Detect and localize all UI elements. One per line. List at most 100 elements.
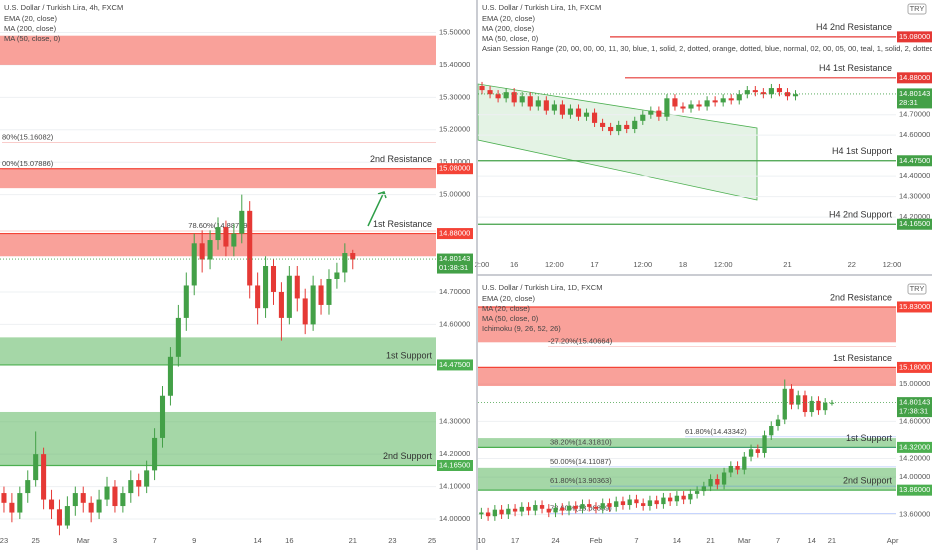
candle-body [728, 98, 734, 101]
y-tick-label: 15.10000 [439, 157, 470, 166]
currency: TRY [910, 284, 925, 293]
price-tag-label: 15.08000 [899, 32, 930, 41]
candle-body [294, 275, 300, 299]
candle-body [744, 90, 750, 95]
x-tick-label: 14 [673, 536, 681, 545]
candle-body [721, 472, 727, 485]
candle-body [654, 500, 659, 505]
zone [0, 411, 436, 466]
price-tag [897, 155, 932, 167]
candle-body [802, 395, 808, 413]
candle-body [88, 502, 94, 513]
price-tag [897, 301, 932, 313]
candle-body [167, 356, 173, 396]
candle-body [128, 480, 134, 494]
candle-body [310, 285, 316, 325]
x-tick-label: 24 [551, 536, 559, 545]
candle-body [708, 478, 713, 487]
candle-body [17, 493, 23, 513]
candle-body [823, 402, 828, 411]
level-label: H4 2nd Resistance [816, 22, 892, 32]
annotation: -27.20%(15.40664) [548, 336, 613, 345]
y-tick-label: 14.00000 [439, 514, 470, 523]
x-tick-label: 12:00 [545, 260, 564, 269]
indicator: Asian Session Range (20, 00, 00, 00, 11,… [482, 44, 932, 53]
y-tick-label: 15.50000 [439, 27, 470, 36]
x-tick-label: 21 [783, 260, 791, 269]
price-tag [897, 218, 932, 230]
zone [0, 168, 436, 189]
candle-body [64, 506, 70, 526]
x-tick-label: 17 [590, 260, 598, 269]
candle-body [506, 508, 511, 515]
price-tag-label: 13.86000 [899, 485, 930, 494]
candle-body [647, 500, 653, 506]
candle-body [255, 285, 261, 309]
candle-body [796, 395, 801, 405]
currency-badge [907, 283, 927, 295]
candle-body [104, 486, 110, 500]
candle-body [755, 449, 760, 453]
candle-body [762, 435, 767, 453]
candle-body [334, 272, 340, 279]
panels: 14.00000 14.10000 14.20000 14.30000 14.60000… [0, 3, 932, 545]
candle-body [715, 478, 720, 485]
x-tick-label: 23 [388, 536, 396, 545]
candle-body [600, 122, 606, 127]
candle-body [792, 94, 799, 97]
candle-body [641, 503, 646, 506]
annotation: 78.60%(14.88799) [188, 221, 250, 230]
y-tick-label: 15.30000 [439, 92, 470, 101]
y-tick-label: 14.60000 [899, 130, 930, 139]
last-price: 14.80143 [899, 89, 930, 98]
candle-body [487, 90, 493, 95]
zone [478, 367, 896, 387]
price-tag [897, 397, 932, 418]
last-price: 14.80143 [439, 254, 470, 263]
x-tick-label: Mar [77, 536, 90, 545]
indicator: MA (50, close, 0) [4, 34, 61, 43]
candle-body [782, 388, 787, 420]
candle-body [546, 508, 551, 513]
candle-body [479, 512, 484, 515]
candle-body [152, 437, 158, 471]
candle-body [656, 110, 662, 117]
y-tick-label: 15.40000 [439, 60, 470, 69]
zone [0, 337, 436, 365]
annotation: 38.20%(14.31810) [550, 438, 612, 447]
price-tag-label: 15.08000 [439, 164, 470, 173]
price-tag [897, 484, 932, 496]
candle-body [96, 499, 102, 513]
candle-body [583, 112, 590, 117]
y-tick-label: 14.20000 [899, 212, 930, 221]
candle-body [48, 499, 55, 510]
candle-body [318, 285, 324, 305]
candle-body [664, 98, 670, 117]
channel [477, 83, 758, 201]
x-tick-label: 23 [0, 536, 8, 545]
x-tick-label: 12:00 [883, 260, 902, 269]
zone-label: 2nd Resistance [830, 292, 892, 302]
x-tick-label: 12:00 [633, 260, 652, 269]
candle-body [526, 506, 531, 511]
candle-body [175, 317, 181, 357]
price-tag-label: 14.47500 [899, 156, 930, 165]
candle-body [519, 506, 524, 512]
indicator: MA (200, close) [4, 24, 57, 33]
x-tick-label: 14 [808, 536, 816, 545]
candle-body [479, 86, 485, 91]
zone-label: 1st Support [386, 350, 433, 360]
indicator: EMA (20, close) [4, 14, 57, 23]
x-tick-label: 21 [828, 536, 836, 545]
candle-body [681, 495, 686, 500]
countdown: 28:31 [899, 98, 918, 107]
candle-body [33, 454, 39, 481]
candle-body [1, 493, 7, 503]
annotation: 61.80%(13.90363) [550, 476, 612, 485]
last-price: 14.80143 [899, 398, 930, 407]
candle-body [816, 400, 821, 411]
x-tick-label: Feb [590, 536, 603, 545]
indicator: EMA (20, close) [482, 294, 535, 303]
candle-body [41, 454, 47, 500]
candle-body [183, 285, 189, 318]
